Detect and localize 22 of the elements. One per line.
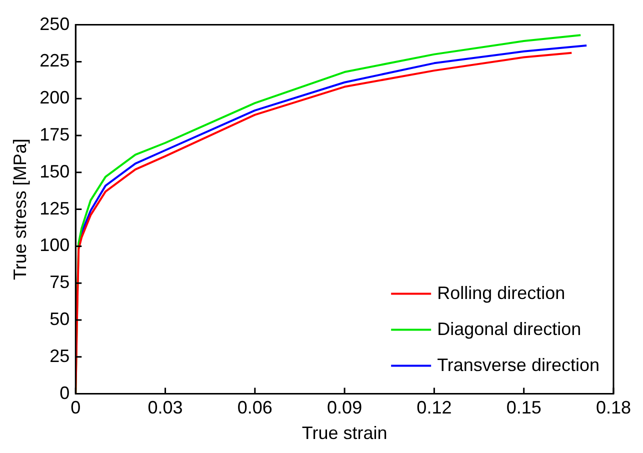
- y-tick-label: 25: [50, 346, 70, 366]
- y-tick-label: 175: [40, 124, 70, 144]
- x-tick-label: 0.03: [148, 398, 183, 418]
- x-tick-label: 0.12: [416, 398, 452, 418]
- y-tick-label: 250: [40, 14, 70, 34]
- y-tick-label: 50: [50, 308, 70, 329]
- legend-label: Transverse direction: [437, 354, 600, 375]
- legend-label: Rolling direction: [437, 282, 566, 303]
- legend-label: Diagonal direction: [437, 318, 582, 339]
- x-tick-label: 0.09: [327, 398, 362, 418]
- y-tick-label: 0: [60, 382, 70, 403]
- y-axis-title: True stress [MPa]: [10, 138, 30, 280]
- y-tick-label: 150: [40, 161, 70, 182]
- x-tick-label: 0.06: [237, 398, 272, 418]
- y-tick-label: 200: [40, 88, 70, 108]
- x-tick-label: 0.15: [506, 398, 542, 418]
- y-tick-label: 225: [40, 50, 70, 71]
- y-tick-label: 125: [40, 198, 70, 218]
- x-axis-title: True strain: [302, 423, 388, 444]
- x-tick-label: 0.18: [596, 398, 632, 418]
- y-tick-label: 75: [50, 272, 70, 292]
- y-tick-label: 100: [40, 235, 70, 256]
